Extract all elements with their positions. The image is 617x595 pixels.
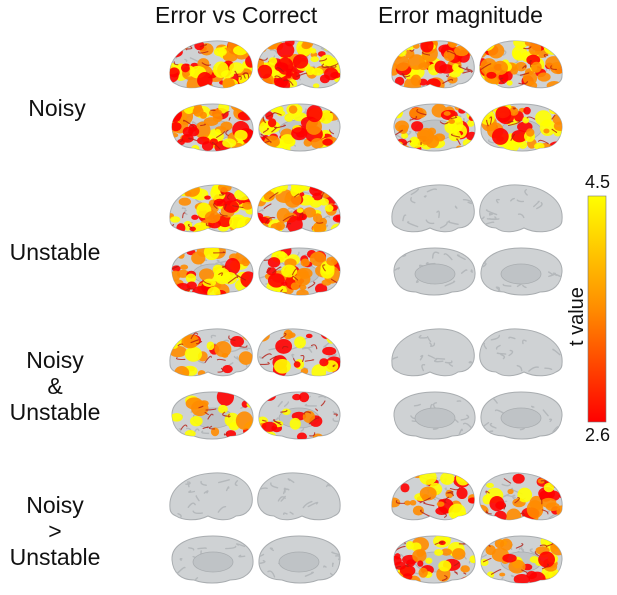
brain-lateral-left xyxy=(169,328,253,377)
row-label-unstable: Unstable xyxy=(0,239,120,265)
column-title-error-vs-correct: Error vs Correct xyxy=(155,2,318,28)
brain-medial-right xyxy=(480,247,563,296)
brain-lateral-right xyxy=(479,40,563,89)
brain-lateral-left xyxy=(169,472,253,521)
brain-lateral-right xyxy=(257,472,341,521)
row-label-noisy-greater-unstable: Noisy > Unstable xyxy=(0,492,120,570)
brain-medial-right xyxy=(480,103,563,152)
brain-medial-right xyxy=(258,103,341,152)
row-label-noisy: Noisy xyxy=(0,95,122,121)
brain-medial-left xyxy=(393,247,476,296)
brain-medial-left xyxy=(171,103,254,152)
column-title-error-magnitude: Error magnitude xyxy=(378,2,543,28)
brain-medial-right xyxy=(480,391,563,440)
row-label-line: Noisy xyxy=(26,492,84,518)
row-label-line: Unstable xyxy=(9,399,101,425)
brain-lateral-left xyxy=(391,184,475,233)
row-label-line: & xyxy=(47,373,63,399)
brain-lateral-right xyxy=(257,328,341,377)
brain-medial-right xyxy=(258,247,341,296)
brain-lateral-left xyxy=(391,472,475,521)
colorbar xyxy=(587,195,607,423)
row-label-noisy-and-unstable: Noisy & Unstable xyxy=(0,347,120,425)
row-label-line: Noisy xyxy=(26,347,84,373)
brain-lateral-right xyxy=(479,184,563,233)
brain-lateral-right xyxy=(257,40,341,89)
brain-medial-right xyxy=(258,391,341,440)
row-label-line: Unstable xyxy=(9,544,101,570)
brain-lateral-right xyxy=(257,184,341,233)
colorbar-title: t value xyxy=(566,287,588,346)
colorbar-min-label: 2.6 xyxy=(585,425,611,445)
brain-lateral-left xyxy=(391,328,475,377)
brain-lateral-left xyxy=(169,40,253,89)
brain-medial-left xyxy=(393,391,476,440)
brain-medial-left xyxy=(393,535,476,584)
brain-medial-right xyxy=(258,535,341,584)
brain-medial-left xyxy=(393,103,476,152)
brain-lateral-right xyxy=(479,328,563,377)
row-label-line: Noisy xyxy=(28,95,86,121)
brain-lateral-right xyxy=(479,472,563,521)
brain-medial-left xyxy=(171,535,254,584)
row-label-line: Unstable xyxy=(9,239,101,265)
colorbar-max-label: 4.5 xyxy=(585,172,611,192)
row-label-line: > xyxy=(48,518,62,544)
brain-medial-right xyxy=(480,535,563,584)
brain-lateral-left xyxy=(169,184,253,233)
brain-medial-left xyxy=(171,247,254,296)
brain-medial-left xyxy=(171,391,254,440)
brain-lateral-left xyxy=(391,40,475,89)
